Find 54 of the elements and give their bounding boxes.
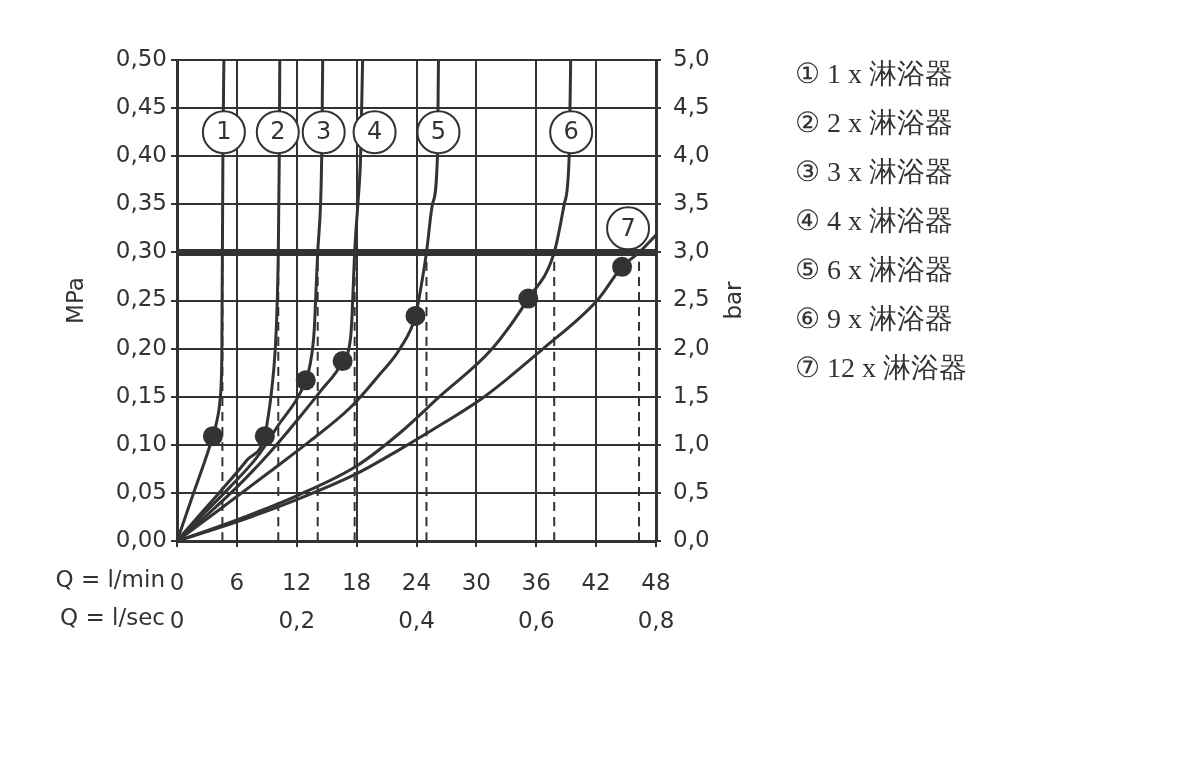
y2-axis-title: bar	[719, 280, 746, 320]
x-axis-title: Q = l/min	[55, 566, 165, 593]
y2-tick-label: 0,0	[673, 525, 710, 552]
annotation: 3	[316, 117, 332, 146]
text: ① 1 x 淋浴器	[795, 57, 954, 91]
y-tick-label: 0,45	[115, 93, 167, 120]
y2-tick-label: 1,0	[673, 429, 710, 456]
y2-tick-label: 5,0	[673, 44, 710, 71]
annotation: 6	[563, 117, 579, 146]
y-tick-label: 0,50	[115, 44, 167, 71]
y2-tick-label: 3,5	[673, 189, 710, 216]
x-tick-label: 42	[581, 568, 611, 595]
annotation: 2	[270, 117, 286, 146]
text: ④ 4 x 淋浴器	[795, 204, 954, 238]
y-tick-label: 0,35	[115, 189, 167, 216]
x-tick-label: 36	[521, 568, 551, 595]
y-axis-title: MPa	[61, 277, 88, 324]
y-tick-label: 0,15	[115, 381, 167, 408]
x-tick-label: 6	[229, 568, 245, 595]
y-tick-label: 0,05	[115, 477, 167, 504]
annotation: 4	[366, 117, 383, 146]
x-tick-label: 12	[282, 568, 312, 595]
y-tick-label: 0,10	[115, 429, 167, 456]
text: ⑤ 6 x 淋浴器	[795, 253, 954, 287]
y2-tick-label: 4,5	[673, 93, 710, 120]
text: ③ 3 x 淋浴器	[795, 155, 954, 189]
x-tick-label: 0	[169, 568, 185, 595]
x2-axis-title: Q = l/sec	[60, 604, 165, 631]
y2-tick-label: 3,0	[673, 237, 710, 264]
text: ⑦ 12 x 淋浴器	[795, 351, 967, 385]
y2-tick-label: 2,5	[673, 285, 710, 312]
x-tick-label: 48	[641, 568, 671, 595]
x-tick-label: 24	[401, 568, 432, 595]
y-tick-label: 0,30	[115, 237, 167, 264]
x2-tick-label: 0,2	[278, 606, 316, 633]
y-tick-label: 0,20	[115, 333, 167, 360]
x2-tick-label: 0,8	[637, 606, 675, 633]
text: ② 2 x 淋浴器	[795, 106, 954, 140]
x2-tick-label: 0,6	[517, 606, 555, 633]
y2-tick-label: 1,5	[673, 381, 710, 408]
y2-tick-label: 0,5	[673, 477, 710, 504]
annotation: 5	[430, 117, 447, 146]
y-tick-label: 0,25	[115, 285, 167, 312]
text: ⑥ 9 x 淋浴器	[795, 302, 954, 336]
y2-tick-label: 2,0	[673, 333, 710, 360]
y-tick-label: 0,40	[115, 141, 167, 168]
x2-tick-label: 0,4	[398, 606, 435, 633]
x-tick-label: 30	[461, 568, 492, 595]
x2-tick-label: 0	[169, 606, 185, 633]
y2-tick-label: 4,0	[673, 141, 710, 168]
annotation: 7	[620, 213, 636, 242]
annotation: 1	[216, 117, 232, 146]
x-tick-label: 18	[341, 568, 372, 595]
y-tick-label: 0,00	[115, 525, 167, 552]
